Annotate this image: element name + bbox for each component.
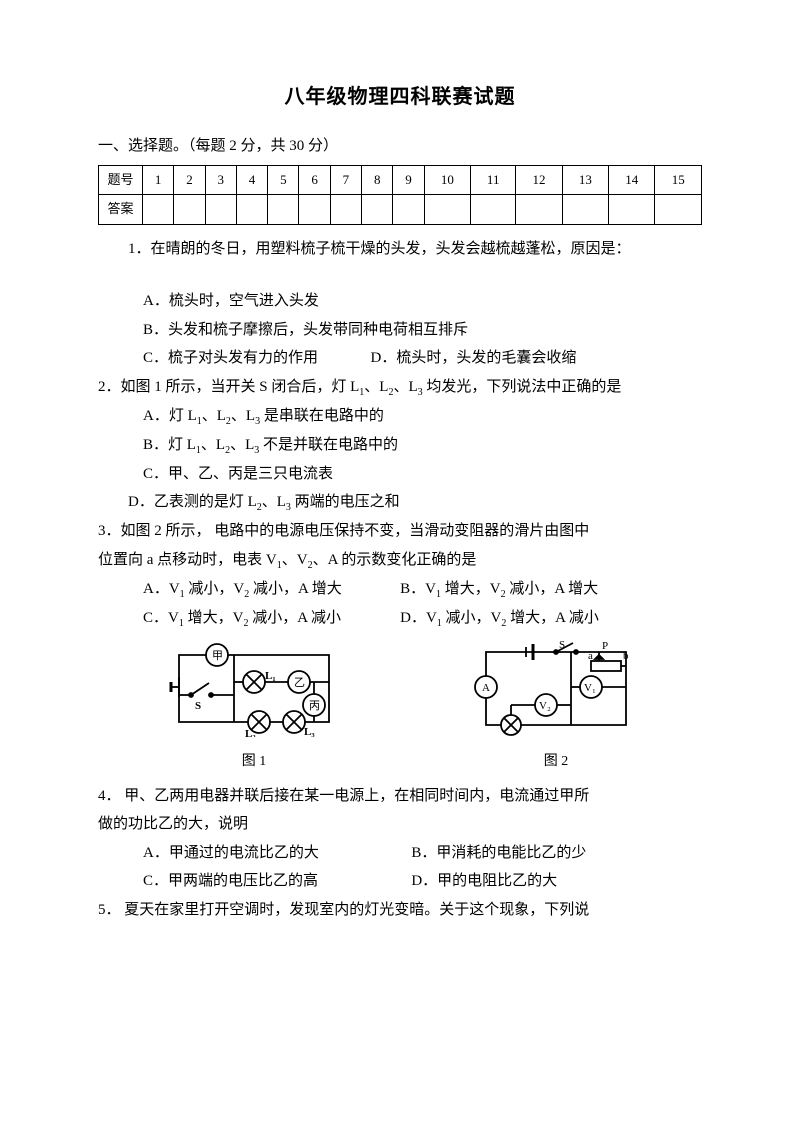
svg-text:P: P [602,640,608,652]
fig1-label: 图 1 [159,749,349,776]
answer-cell [299,195,330,225]
answer-cell [268,195,299,225]
svg-text:A: A [482,682,490,694]
row-label: 答案 [99,195,143,225]
q4-opts-row2: C．甲两端的电压比乙的高 D．甲的电阻比乙的大 [98,867,702,896]
answer-cell [562,195,608,225]
q3-opts-row2: C．V1 增大，V2 减小，A 减小 D．V1 减小，V2 增大，A 减小 [98,604,702,633]
svg-text:V₁: V₁ [584,682,596,694]
q4-opt-d: D．甲的电阻比乙的大 [411,867,702,896]
answer-cell [330,195,361,225]
q4-opt-b: B．甲消耗的电能比乙的少 [411,839,702,868]
col-header: 5 [268,165,299,195]
answer-cell [205,195,236,225]
q1-opt-d: D．梳头时，头发的毛囊会收缩 [371,350,577,366]
svg-text:L₁: L₁ [265,670,276,682]
col-header: 8 [362,165,393,195]
q3-opt-a: A．V1 减小，V2 减小，A 增大 [143,575,400,604]
svg-text:丙: 丙 [309,700,320,712]
row-label: 题号 [99,165,143,195]
answer-cell [174,195,205,225]
col-header: 1 [143,165,174,195]
col-header: 2 [174,165,205,195]
svg-text:b: b [623,650,629,662]
col-header: 4 [236,165,267,195]
q2-text: 2．如图 1 所示，当开关 S 闭合后，灯 L1、L2、L3 均发光，下列说法中… [98,373,702,402]
col-header: 15 [655,165,702,195]
figures-row: 甲 乙 丙 L₁ L₂ L₃ S 图 1 [98,637,702,776]
q1-opt-c: C．梳子对头发有力的作用 [143,350,318,366]
q2-opt-c: C．甲、乙、丙是三只电流表 [98,460,702,489]
q3-text-l1: 3．如图 2 所示， 电路中的电源电压保持不变，当滑动变阻器的滑片由图中 [98,517,702,546]
svg-text:a: a [588,650,593,662]
q3-opts-row1: A．V1 减小，V2 减小，A 增大 B．V1 增大，V2 减小，A 增大 [98,575,702,604]
answer-cell [143,195,174,225]
col-header: 7 [330,165,361,195]
answer-table: 题号 1 2 3 4 5 6 7 8 9 10 11 12 13 14 15 答… [98,165,702,225]
q4-text-l1: 4． 甲、乙两用电器并联后接在某一电源上，在相同时间内，电流通过甲所 [98,782,702,811]
col-header: 9 [393,165,424,195]
q3-opt-d: D．V1 减小，V2 增大，A 减小 [400,604,702,633]
col-header: 10 [424,165,470,195]
answer-cell [609,195,655,225]
col-header: 13 [562,165,608,195]
svg-text:V₂: V₂ [539,700,551,712]
answer-cell [655,195,702,225]
answer-cell [362,195,393,225]
page-title: 八年级物理四科联赛试题 [98,78,702,116]
answer-cell [393,195,424,225]
svg-text:S: S [195,700,201,712]
table-row: 题号 1 2 3 4 5 6 7 8 9 10 11 12 13 14 15 [99,165,702,195]
svg-text:L₂: L₂ [245,728,256,737]
col-header: 14 [609,165,655,195]
svg-text:乙: 乙 [294,676,305,689]
table-row: 答案 [99,195,702,225]
q1-opt-cd: C．梳子对头发有力的作用 D．梳头时，头发的毛囊会收缩 [98,344,702,373]
q3-opt-b: B．V1 增大，V2 减小，A 增大 [400,575,702,604]
col-header: 6 [299,165,330,195]
answer-cell [236,195,267,225]
answer-cell [424,195,470,225]
q2-opt-b: B．灯 L1、L2、L3 不是并联在电路中的 [98,431,702,460]
q2-opt-d: D．乙表测的是灯 L2、L3 两端的电压之和 [98,488,702,517]
answer-cell [471,195,516,225]
figure-2: A V₁ V₂ S P a b 图 2 [471,637,641,776]
q4-text-l2: 做的功比乙的大，说明 [98,810,702,839]
fig2-label: 图 2 [471,749,641,776]
col-header: 3 [205,165,236,195]
col-header: 12 [516,165,562,195]
q5-text: 5． 夏天在家里打开空调时，发现室内的灯光变暗。关于这个现象，下列说 [98,896,702,925]
q3-opt-c: C．V1 增大，V2 减小，A 减小 [143,604,400,633]
circuit-2-icon: A V₁ V₂ S P a b [471,637,641,737]
q1-opt-a: A．梳头时，空气进入头发 [98,287,702,316]
svg-text:L₃: L₃ [304,726,315,737]
q4-opt-a: A．甲通过的电流比乙的大 [143,839,411,868]
q1-opt-b: B．头发和梳子摩擦后，头发带同种电荷相互排斥 [98,316,702,345]
q4-opts-row1: A．甲通过的电流比乙的大 B．甲消耗的电能比乙的少 [98,839,702,868]
section-header: 一、选择题。（每题 2 分，共 30 分） [98,132,702,161]
q3-text-l2: 位置向 a 点移动时，电表 V1、V2、A 的示数变化正确的是 [98,546,702,575]
figure-1: 甲 乙 丙 L₁ L₂ L₃ S 图 1 [159,637,349,776]
q1-text: 1．在晴朗的冬日，用塑料梳子梳干燥的头发，头发会越梳越蓬松，原因是： [98,235,702,264]
col-header: 11 [471,165,516,195]
q2-opt-a: A．灯 L1、L2、L3 是串联在电路中的 [98,402,702,431]
q4-opt-c: C．甲两端的电压比乙的高 [143,867,411,896]
svg-text:甲: 甲 [212,650,223,662]
circuit-1-icon: 甲 乙 丙 L₁ L₂ L₃ S [159,637,349,737]
svg-text:S: S [559,639,565,651]
answer-cell [516,195,562,225]
